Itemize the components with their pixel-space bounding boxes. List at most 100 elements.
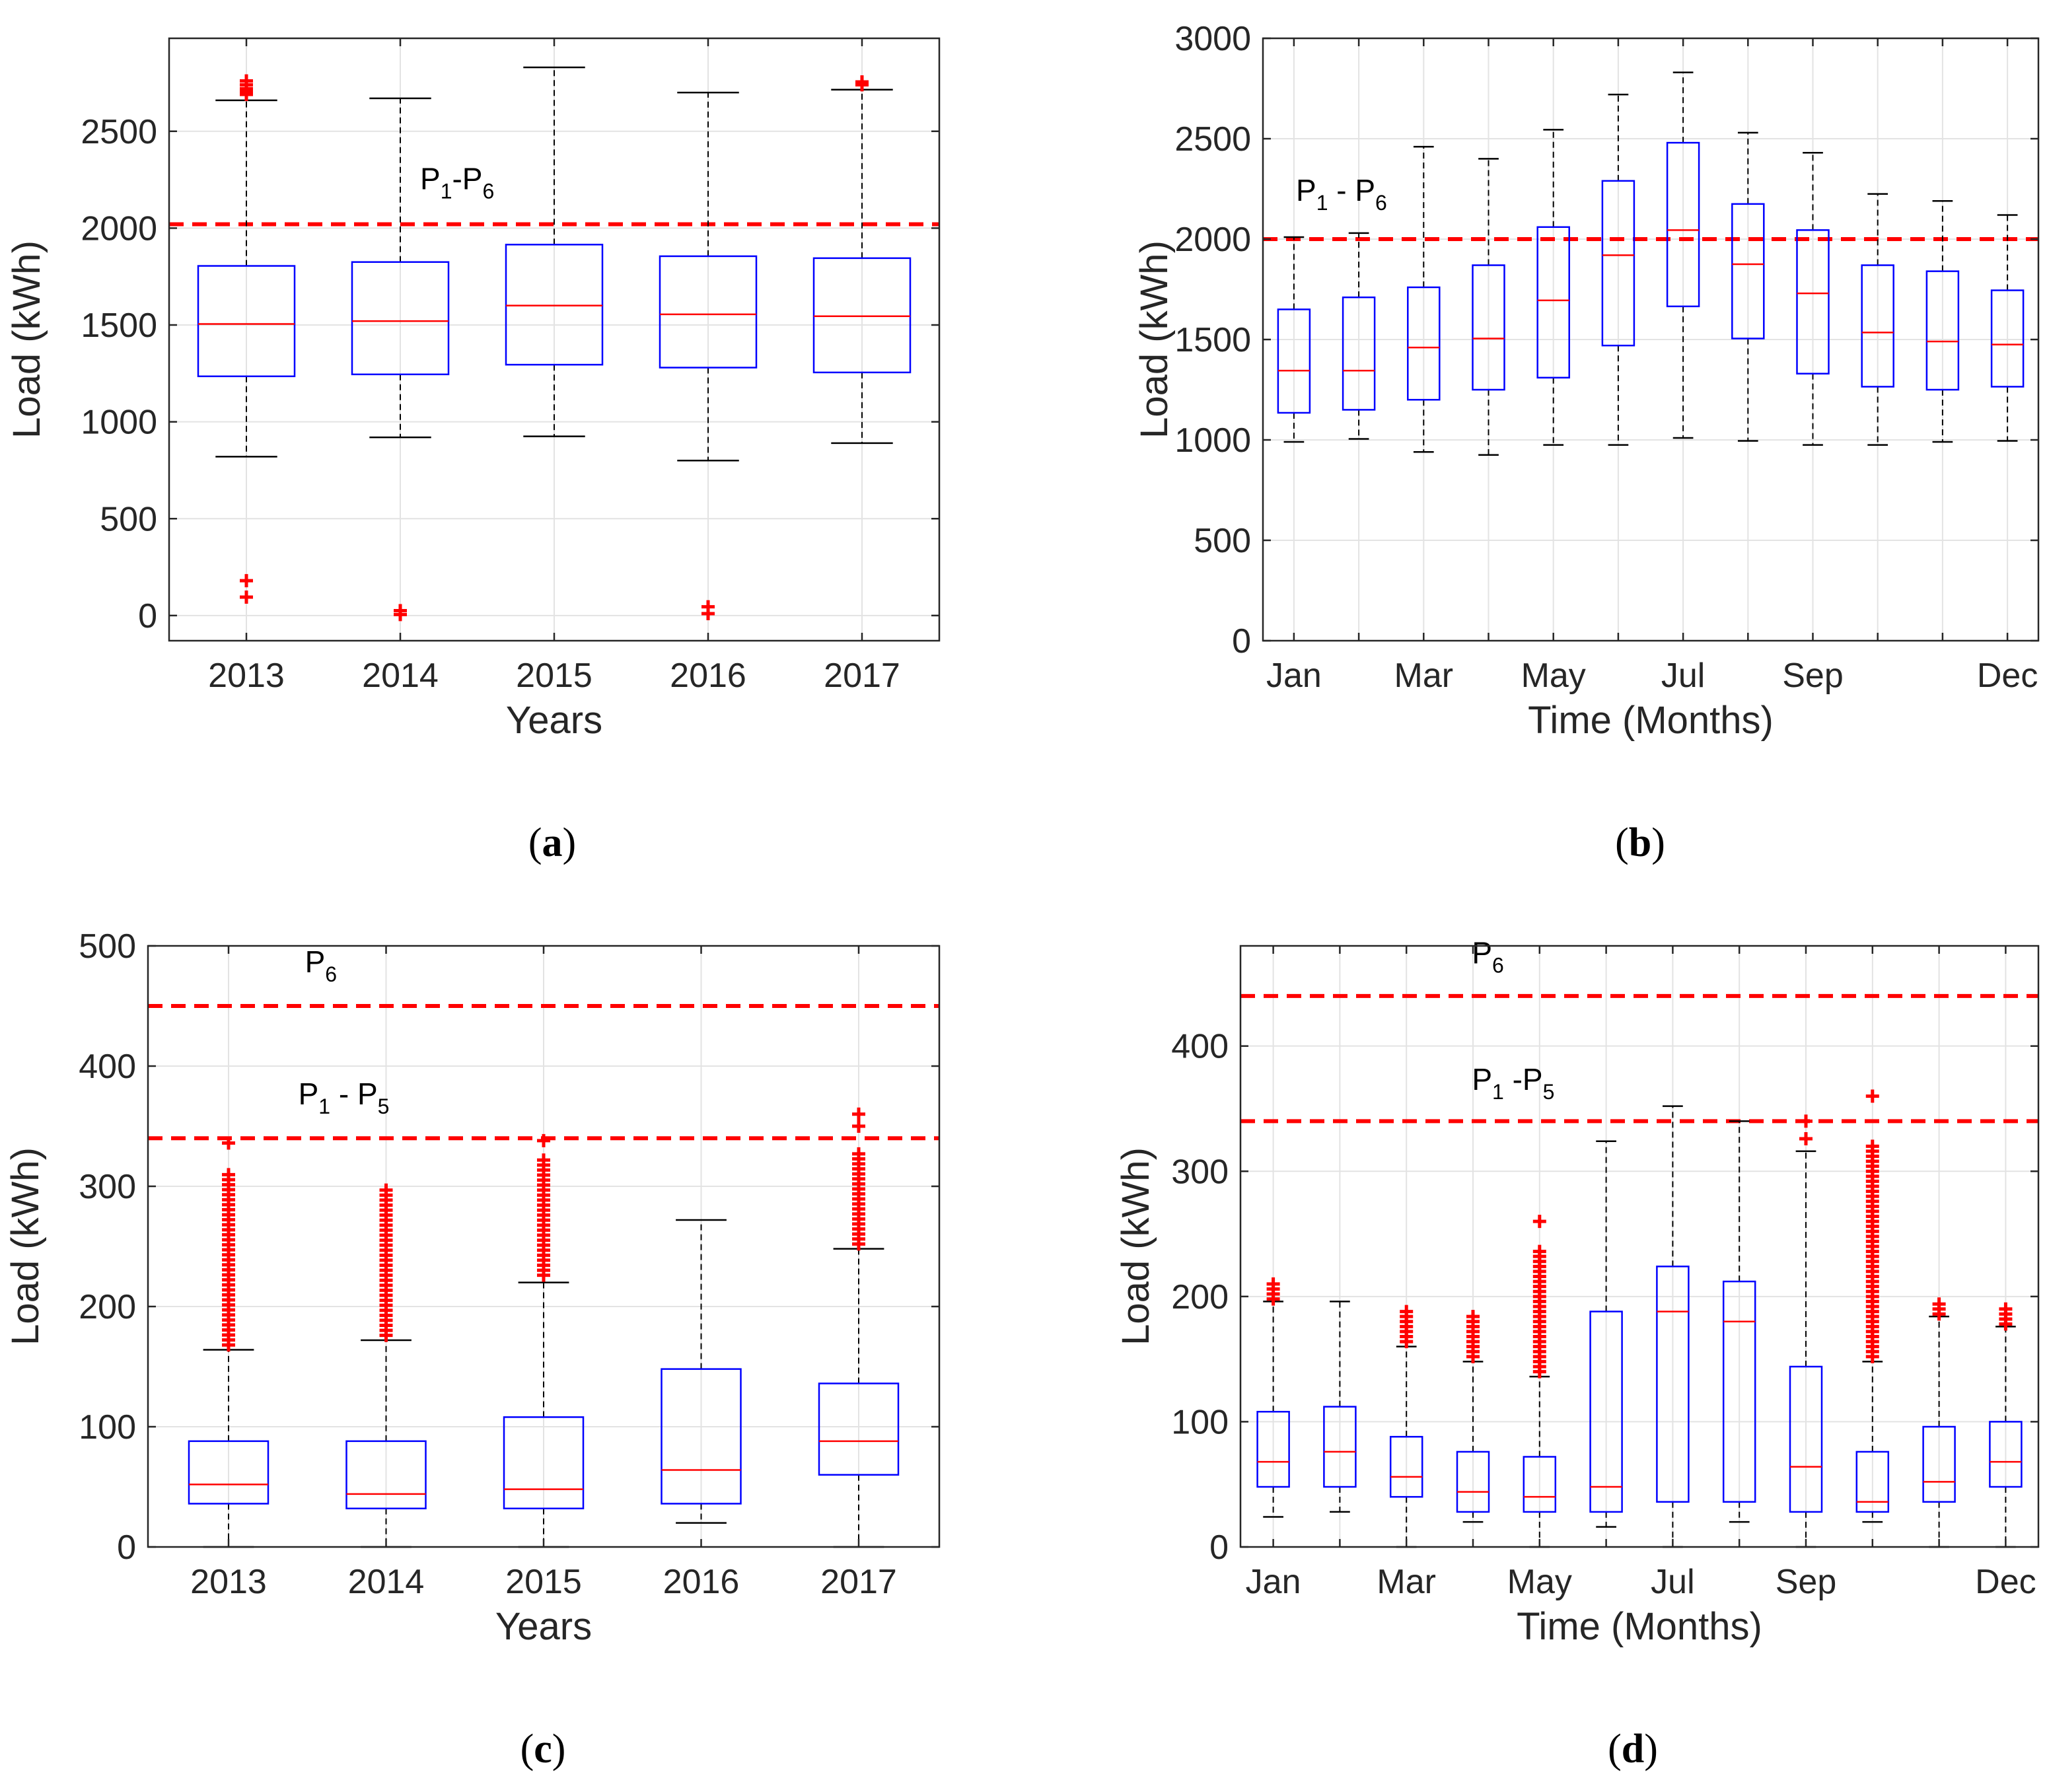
caption-letter: d: [1622, 1727, 1644, 1772]
threshold-label-mid: -P: [452, 162, 482, 196]
y-tick-label: 0: [1232, 622, 1251, 661]
y-tick-label: 1500: [81, 306, 157, 345]
caption-letter: a: [542, 820, 563, 865]
caption-open-paren: (: [1608, 1727, 1622, 1772]
caption-close-paren: ): [1644, 1727, 1658, 1772]
box-2016: [659, 91, 758, 620]
y-tick-label: 300: [79, 1168, 136, 1206]
caption-open-paren: (: [521, 1727, 534, 1772]
x-tick-label: Jul: [1651, 1563, 1694, 1601]
x-tick-label: 2017: [824, 657, 900, 695]
caption-close-paren: ): [563, 820, 577, 865]
threshold-label: P1 -P5: [1472, 1062, 1554, 1104]
iqr-box: [1601, 180, 1635, 347]
x-tick-label: 2013: [208, 657, 285, 695]
caption-open-paren: (: [528, 820, 542, 865]
box-Jun: [1589, 1140, 1623, 1528]
outlier-point: [1532, 1244, 1546, 1258]
y-tick-label: 1000: [1174, 421, 1251, 460]
panel-caption: (d): [1608, 1727, 1658, 1772]
plot-area: [1240, 946, 2038, 1547]
box-2017: [812, 75, 912, 445]
outlier-point: [1466, 1310, 1480, 1324]
threshold-label-mid: - P: [1328, 173, 1375, 207]
outlier-point: [240, 591, 253, 604]
box-Jun: [1601, 93, 1635, 446]
x-tick-label: Jan: [1266, 657, 1322, 695]
box-Mar: [1389, 1305, 1423, 1548]
outlier-point: [240, 574, 253, 588]
y-tick-label: 400: [1171, 1028, 1229, 1066]
threshold-label-sub: 1: [1492, 1080, 1504, 1104]
threshold-label: P6: [1472, 936, 1503, 978]
threshold-label-mid: -P: [1504, 1062, 1543, 1096]
iqr-box: [1256, 1411, 1290, 1488]
iqr-box: [1656, 1266, 1690, 1503]
box-Dec: [1990, 214, 2025, 442]
box-2014: [351, 97, 450, 622]
x-tick-label: Sep: [1782, 657, 1844, 695]
iqr-box: [1990, 289, 2025, 388]
threshold-label: P1 - P5: [299, 1077, 390, 1118]
box-Jan: [1277, 236, 1311, 443]
box-Feb: [1323, 1301, 1357, 1513]
threshold-label-sub: 6: [325, 962, 337, 986]
x-tick-label: Jul: [1661, 657, 1705, 695]
outlier-point: [1799, 1131, 1813, 1145]
iqr-box: [1925, 270, 1960, 391]
threshold-label-main: P: [1472, 1062, 1492, 1096]
outlier-point: [222, 1136, 235, 1150]
x-tick-label: May: [1507, 1563, 1572, 1601]
threshold-label-main: P: [299, 1077, 319, 1111]
threshold-label: P1-P6: [420, 162, 494, 203]
x-tick-label: 2015: [516, 657, 593, 695]
box-2013: [188, 1136, 269, 1548]
box-Aug: [1722, 1120, 1756, 1523]
x-tick-label: 2013: [190, 1563, 267, 1601]
iqr-box: [505, 244, 604, 366]
box-Apr: [1456, 1310, 1490, 1523]
x-tick-label: 2016: [663, 1563, 740, 1601]
outlier-point: [222, 1168, 235, 1182]
iqr-box: [812, 257, 912, 374]
caption-close-paren: ): [1651, 820, 1665, 865]
iqr-box: [1855, 1451, 1890, 1513]
threshold-label-main: P: [1472, 936, 1492, 970]
y-tick-label: 1500: [1174, 321, 1251, 359]
iqr-box: [503, 1416, 585, 1510]
iqr-box: [1389, 1435, 1423, 1498]
y-tick-label: 0: [117, 1528, 136, 1567]
threshold-label-main: P: [1296, 173, 1316, 207]
x-tick-label: Dec: [1977, 657, 2038, 695]
outlier-point: [852, 1120, 865, 1133]
y-tick-label: 500: [79, 927, 136, 966]
outlier-point: [240, 74, 253, 88]
box-Nov: [1925, 199, 1960, 443]
outlier-point: [852, 1107, 865, 1121]
y-tick-label: 2000: [1174, 221, 1251, 259]
x-tick-label: 2014: [362, 657, 439, 695]
iqr-box: [197, 265, 296, 377]
threshold-label-sub2: 5: [378, 1094, 390, 1118]
panel-caption: (b): [1615, 820, 1665, 865]
threshold-label-main: P: [420, 162, 441, 196]
y-tick-label: 2500: [1174, 120, 1251, 159]
y-tick-label: 300: [1171, 1153, 1229, 1191]
iqr-box: [1861, 264, 1894, 388]
y-tick-label: 400: [79, 1048, 136, 1086]
box-Jul: [1666, 71, 1700, 439]
box-Oct: [1855, 1089, 1890, 1523]
box-2015: [505, 66, 604, 437]
iqr-box: [1523, 1456, 1557, 1513]
x-tick-label: 2015: [505, 1563, 582, 1601]
panel-caption: (c): [521, 1727, 566, 1772]
iqr-box: [351, 261, 450, 376]
chart-panel-a: P1-P6 0 500 1000 1500 2000 2500 2013 2014 2015 201…: [5, 37, 941, 865]
box-Mar: [1407, 145, 1441, 453]
chart-panel-b: P1 - P6 0 500 1000 1500 2000 2500 3000 Jan Mar May…: [1133, 20, 2040, 865]
box-2015: [503, 1133, 585, 1548]
iqr-box: [661, 1368, 742, 1505]
iqr-box: [1796, 229, 1830, 375]
